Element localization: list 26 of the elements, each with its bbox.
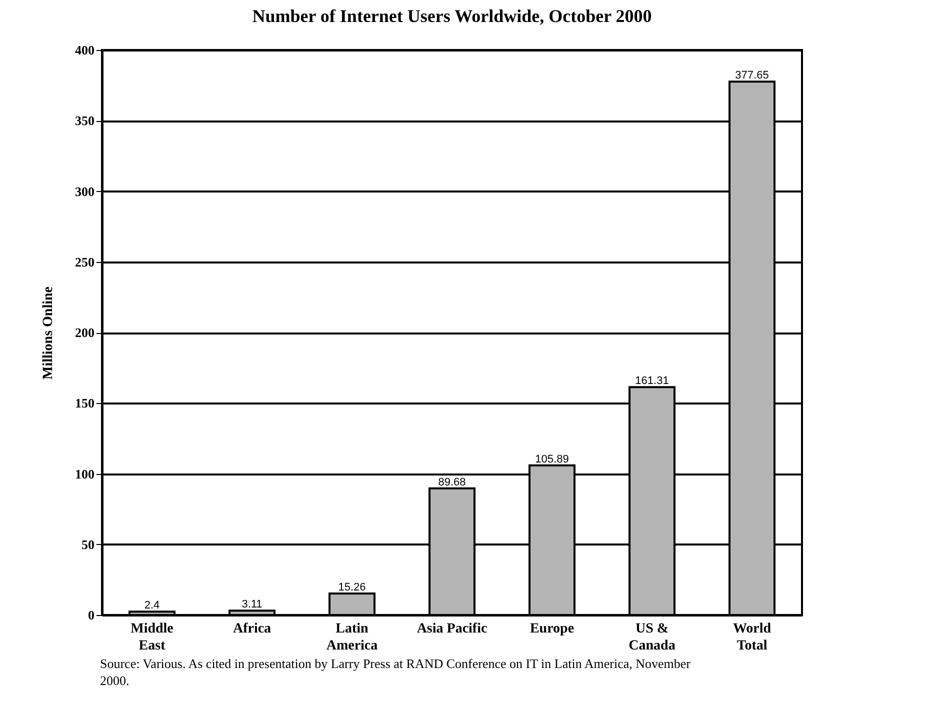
chart-title: Number of Internet Users Worldwide, October 2000: [252, 6, 652, 26]
y-tick-label: 350: [75, 113, 94, 128]
y-tick-label: 150: [75, 396, 94, 411]
x-tick-label: World Total: [732, 622, 772, 654]
y-tick-label: 300: [75, 184, 94, 199]
data-label: 15.26: [338, 581, 366, 594]
data-label: 161.31: [635, 375, 669, 388]
source-note: Source: Various. As cited in presentation by Larry Press at RAND Conference on IT in Latin America, November 2000.: [100, 656, 692, 690]
y-tick-label: 100: [75, 466, 94, 482]
x-tick-label: Europe: [530, 622, 574, 636]
y-tick-label: 250: [75, 254, 94, 270]
x-tick-label: Middle East: [130, 622, 174, 654]
data-label: 3.11: [242, 598, 262, 611]
y-tick-label: 0: [88, 608, 94, 622]
y-axis-title: Millions Online: [41, 286, 56, 380]
x-tick-label: US & Canada: [628, 622, 676, 654]
data-label: 105.89: [535, 453, 569, 466]
y-tick-label: 50: [82, 536, 94, 552]
data-label: 377.65: [735, 70, 769, 82]
data-label: 2.4: [144, 600, 160, 612]
y-tick-label: 200: [75, 325, 94, 340]
data-label: 89.68: [438, 476, 466, 488]
x-tick-label: Africa: [232, 622, 272, 636]
x-tick-label: Latin America: [326, 622, 378, 654]
y-tick-label: 400: [75, 42, 94, 58]
x-tick-label: Asia Pacific: [416, 622, 488, 636]
